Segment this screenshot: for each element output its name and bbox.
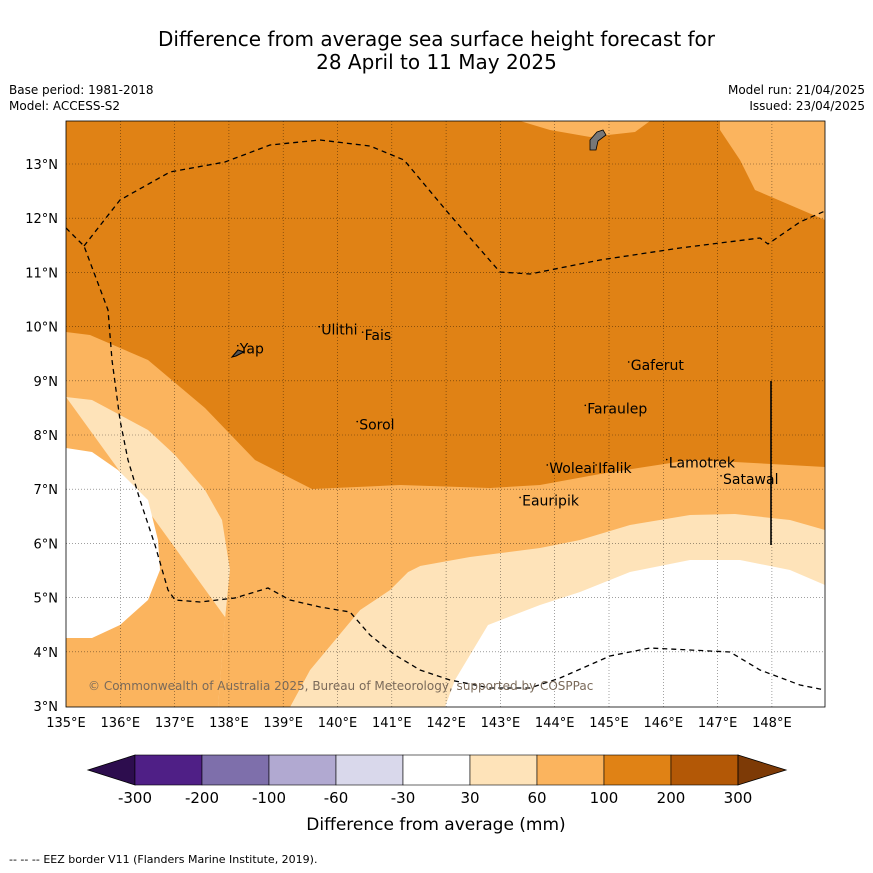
y-tick-label: 7°N [34, 483, 59, 498]
colorbar-segment [201, 754, 270, 786]
place-labels: Yap Ulithi Fais Sorol Gaferut Faraulep Woleai I… [236, 323, 778, 509]
place-marker [519, 496, 521, 499]
colorbar: -300 -200 -100 -60 -30 30 60 100 200 300 [86, 754, 788, 807]
colorbar-segment [268, 754, 337, 786]
base-period: Base period: 1981-2018 [9, 83, 154, 97]
place-marker [318, 325, 321, 328]
x-tick-label: 145°E [589, 716, 629, 731]
x-tick-label: 135°E [46, 716, 86, 731]
model-run: Model run: 21/04/2025 [727, 83, 865, 97]
y-tick-label: 10°N [25, 321, 58, 336]
place-label: Eauripik [522, 493, 580, 509]
band-neutral-southeast [445, 560, 825, 707]
y-tick-label: 5°N [34, 592, 59, 607]
place-label: Ifalik [598, 461, 632, 477]
issued-date: Issued: 23/04/2025 [749, 99, 865, 113]
band-60-100-guam [520, 121, 650, 137]
colorbar-segment [402, 754, 471, 786]
place-label: Sorol [359, 418, 394, 434]
title-line-1: Difference from average sea surface heig… [157, 27, 716, 51]
band-neutral-west [66, 448, 160, 638]
place-label: Faraulep [587, 401, 647, 417]
place-label: Ulithi [321, 323, 357, 339]
y-tick-label: 12°N [25, 212, 58, 227]
colorbar-segment [134, 754, 203, 786]
band-60-100-tongue [218, 560, 420, 707]
footer-legend: -- -- -- EEZ border V11 (Flanders Marine… [9, 853, 317, 866]
place-label: Gaferut [631, 358, 685, 374]
meta-left: Base period: 1981-2018 Model: ACCESS-S2 [9, 82, 154, 114]
place-marker [546, 464, 549, 466]
colorbar-tick-label: 200 [657, 789, 686, 807]
place-label: Fais [365, 328, 392, 344]
place-marker [361, 331, 364, 333]
colorbar-segment [469, 754, 538, 786]
place-marker [627, 361, 630, 363]
colorbar-tick-label: 60 [527, 789, 546, 807]
guam-island [589, 129, 607, 151]
x-tick-label: 148°E [752, 716, 792, 731]
x-tick-label: 143°E [481, 716, 521, 731]
colorbar-extend-low [86, 754, 136, 786]
colorbar-tick-label: -60 [324, 789, 349, 807]
yap-island [230, 349, 246, 358]
x-tick-label: 147°E [698, 716, 738, 731]
place-label: Lamotrek [669, 456, 736, 472]
colorbar-label: Difference from average (mm) [306, 815, 565, 835]
y-tick-label: 13°N [25, 158, 58, 173]
x-tick-label: 140°E [318, 716, 358, 731]
colorbar-tick-label: -100 [252, 789, 286, 807]
x-tick-label: 137°E [155, 716, 195, 731]
colorbar-segment [536, 754, 605, 786]
y-tick-label: 9°N [34, 375, 59, 390]
place-label: Woleai [549, 461, 596, 477]
place-marker [665, 458, 668, 461]
chart-title: Difference from average sea surface heig… [0, 28, 873, 74]
meta-right: Model run: 21/04/2025 Issued: 23/04/2025 [728, 82, 865, 114]
contour-fields [66, 121, 825, 707]
y-tick-label: 8°N [34, 429, 59, 444]
place-marker [595, 464, 597, 466]
model-name: Model: ACCESS-S2 [9, 99, 121, 113]
x-tick-label: 139°E [263, 716, 303, 731]
colorbar-tick-label: -200 [185, 789, 219, 807]
place-marker [356, 420, 359, 423]
eez-legend-text: EEZ border V11 (Flanders Marine Institut… [43, 853, 318, 866]
title-line-2: 28 April to 11 May 2025 [316, 50, 557, 74]
colorbar-extend-high [737, 754, 788, 786]
band-60-100-northeast [720, 121, 825, 220]
y-tick-label: 6°N [34, 537, 59, 552]
x-tick-label: 146°E [644, 716, 684, 731]
gridlines [66, 121, 825, 707]
y-tick-label: 4°N [34, 646, 59, 661]
place-marker [236, 344, 239, 347]
colorbar-segment [670, 754, 739, 786]
colorbar-tick-label: -30 [391, 789, 416, 807]
axis-labels: 135°E 136°E 137°E 138°E 139°E 140°E 141°E 142°E… [25, 158, 791, 731]
eez-legend-symbol: -- -- -- [9, 853, 44, 866]
colorbar-segment [335, 754, 404, 786]
x-tick-label: 144°E [535, 716, 575, 731]
x-tick-label: 141°E [372, 716, 412, 731]
colorbar-tick-label: 300 [724, 789, 753, 807]
copyright-text: © Commonwealth of Australia 2025, Bureau… [88, 679, 593, 693]
colorbar-segment [603, 754, 672, 786]
eez-border-line [66, 139, 825, 691]
x-tick-label: 136°E [101, 716, 141, 731]
x-tick-label: 142°E [426, 716, 466, 731]
colorbar-tick-label: 30 [460, 789, 479, 807]
y-tick-label: 3°N [34, 700, 59, 715]
place-label: Yap [239, 342, 264, 358]
place-marker [720, 474, 722, 477]
place-marker [584, 404, 587, 407]
plot-frame [65, 120, 826, 708]
place-label: Satawal [723, 472, 778, 488]
colorbar-tick-label: -300 [118, 789, 152, 807]
y-tick-label: 11°N [25, 266, 58, 281]
colorbar-tick-label: 100 [590, 789, 619, 807]
x-tick-label: 138°E [209, 716, 249, 731]
